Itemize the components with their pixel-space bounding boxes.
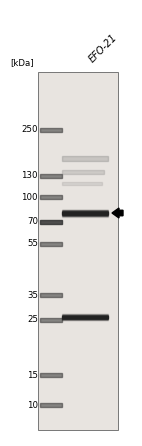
Bar [40,293,62,297]
Bar [40,318,62,322]
Text: [kDa]: [kDa] [10,58,34,67]
Text: EFO-21: EFO-21 [87,32,119,64]
Bar [40,220,62,224]
Text: 10: 10 [27,401,38,409]
Bar [62,170,104,174]
Text: 35: 35 [27,290,38,300]
Bar [40,242,62,246]
Bar [62,156,108,161]
Bar [62,182,102,185]
Text: 250: 250 [21,125,38,135]
Text: 100: 100 [21,193,38,202]
Bar [40,195,62,199]
Text: 25: 25 [27,315,38,325]
Bar [38,72,118,430]
Text: 15: 15 [27,371,38,380]
Text: 55: 55 [27,240,38,248]
Text: 130: 130 [21,172,38,181]
Bar [40,403,62,407]
Bar [40,373,62,377]
Bar [40,128,62,132]
Text: 70: 70 [27,218,38,227]
Bar [40,174,62,178]
FancyArrow shape [112,208,123,218]
